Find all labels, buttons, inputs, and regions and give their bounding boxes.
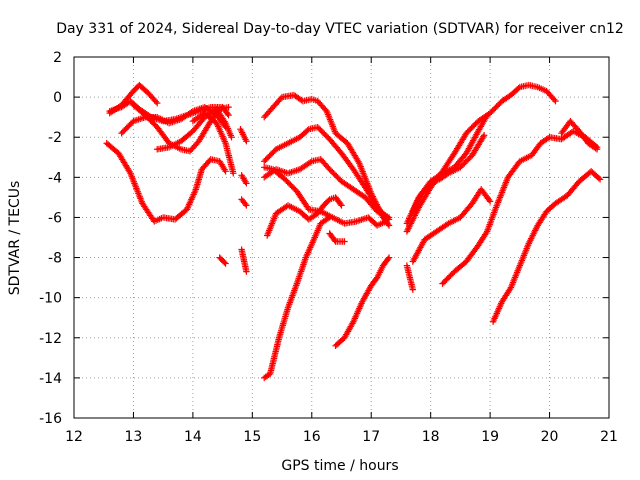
x-tick-label: 14 xyxy=(184,429,202,445)
data-point-marker xyxy=(331,236,338,244)
data-point-marker xyxy=(222,168,229,175)
axes: 12 13 14 15 16 17 18 19 20 21-16-14-12-10-8-6-4-2… xyxy=(39,50,618,445)
series-s10 xyxy=(238,172,250,187)
data-point-marker xyxy=(592,145,599,152)
series-s25 xyxy=(409,186,494,265)
data-point-marker xyxy=(385,254,393,261)
data-point-marker xyxy=(230,170,237,177)
data-point-marker xyxy=(222,260,229,267)
data-point-marker xyxy=(243,180,250,187)
series-s17 xyxy=(263,194,345,239)
data-point-marker xyxy=(326,214,333,221)
chart-title: Day 331 of 2024, Sidereal Day-to-day VTE… xyxy=(56,21,624,37)
y-axis-title: SDTVAR / TECUs xyxy=(7,181,23,296)
data-point-marker xyxy=(154,99,161,107)
data-point-marker xyxy=(225,111,232,119)
x-tick-label: 19 xyxy=(481,429,499,445)
data-point-marker xyxy=(552,97,559,105)
data-point-marker xyxy=(324,215,332,222)
data-point-marker xyxy=(243,138,250,145)
y-tick-label: -8 xyxy=(48,251,62,267)
data-point-marker xyxy=(483,111,491,119)
series-s8 xyxy=(216,254,229,267)
data-point-marker xyxy=(206,157,213,164)
series-s11 xyxy=(238,196,250,209)
data-point-marker xyxy=(152,98,160,105)
series-s3 xyxy=(118,103,229,137)
data-point-marker xyxy=(384,255,392,263)
x-tick-label: 21 xyxy=(600,429,618,445)
series-s7 xyxy=(103,140,229,225)
x-tick-label: 16 xyxy=(303,429,321,445)
y-tick-label: -12 xyxy=(39,331,62,347)
series-s15 xyxy=(261,156,393,221)
data-point-marker xyxy=(596,176,604,183)
data-point-marker xyxy=(480,132,488,139)
data-point-marker xyxy=(385,214,393,221)
data-point-marker xyxy=(341,238,348,245)
data-point-marker xyxy=(225,103,232,111)
y-tick-label: -14 xyxy=(39,371,62,387)
y-tick-label: -10 xyxy=(39,291,62,307)
data-point-marker xyxy=(224,110,231,118)
series-s6 xyxy=(189,109,237,177)
y-tick-label: -16 xyxy=(39,411,62,427)
y-tick-label: 0 xyxy=(53,90,62,106)
series-s24 xyxy=(409,132,488,215)
series-s18 xyxy=(326,230,348,245)
data-point-marker xyxy=(382,218,390,225)
x-tick-label: 17 xyxy=(362,429,380,445)
data-point-marker xyxy=(485,196,493,204)
data-point-marker xyxy=(221,259,228,266)
x-tick-label: 20 xyxy=(541,429,559,445)
data-point-marker xyxy=(243,202,250,209)
x-tick-label: 13 xyxy=(125,429,143,445)
y-tick-label: -2 xyxy=(48,130,62,146)
plot-frame xyxy=(73,56,610,419)
y-tick-label: -4 xyxy=(48,170,62,186)
series-s28 xyxy=(558,117,601,153)
data-point-marker xyxy=(338,202,345,209)
x-axis-title: GPS time / hours xyxy=(281,458,398,474)
series-s19 xyxy=(261,214,333,382)
data-point-marker xyxy=(307,159,314,166)
x-tick-label: 18 xyxy=(422,429,440,445)
data-point-marker xyxy=(228,134,235,141)
y-tick-label: 2 xyxy=(53,50,62,66)
data-point-marker xyxy=(595,174,603,182)
series-s27 xyxy=(489,168,604,325)
x-tick-label: 12 xyxy=(65,429,83,445)
data-point-marker xyxy=(593,146,601,153)
series-s20 xyxy=(332,254,393,349)
data-point-marker xyxy=(486,198,494,205)
data-point-marker xyxy=(242,200,249,208)
series-s5 xyxy=(154,105,235,153)
y-tick-label: -6 xyxy=(48,210,62,226)
series-s9 xyxy=(237,126,250,145)
data-series xyxy=(103,81,604,382)
series-s12 xyxy=(238,246,250,275)
x-tick-label: 15 xyxy=(243,429,261,445)
data-point-marker xyxy=(337,200,344,208)
data-point-marker xyxy=(385,222,393,229)
data-point-marker xyxy=(551,96,558,103)
data-point-marker xyxy=(409,286,417,293)
data-point-marker xyxy=(243,268,250,275)
series-s21 xyxy=(403,262,417,293)
